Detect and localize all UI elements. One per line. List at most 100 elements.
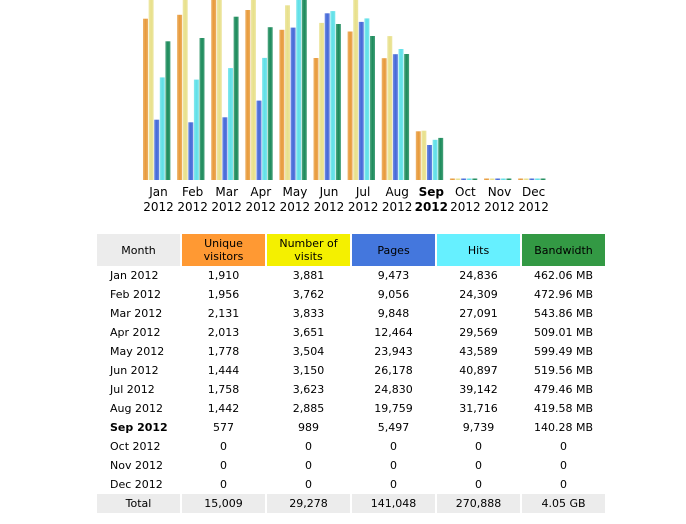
bar-nov-series-1 bbox=[489, 178, 495, 180]
table-row: Mar 2012 2,131 3,833 9,848 27,091 543.86 MB bbox=[97, 304, 605, 323]
table-row: Apr 2012 2,013 3,651 12,464 29,569 509.01 MB bbox=[97, 323, 605, 342]
unique-visitors-cell: 1,442 bbox=[207, 402, 240, 415]
hits-cell: 9,739 bbox=[462, 421, 495, 434]
month-label: Aug 2012 bbox=[375, 185, 419, 215]
table-row: Jul 2012 1,758 3,623 24,830 39,142 479.46 MB bbox=[97, 380, 605, 399]
bandwidth-cell: 462.06 MB bbox=[533, 269, 594, 282]
pages-cell: 9,848 bbox=[377, 307, 410, 320]
bar-oct-series-4 bbox=[472, 178, 478, 180]
bandwidth-cell: 519.56 MB bbox=[533, 364, 594, 377]
bar-may-series-0 bbox=[279, 29, 285, 180]
header-pages: Pages bbox=[352, 234, 435, 266]
month-label: Jul 2012 bbox=[341, 185, 385, 215]
bar-may-series-2 bbox=[290, 27, 296, 180]
bar-sep-series-3 bbox=[432, 139, 438, 180]
month-label-name: Jun bbox=[319, 185, 339, 199]
bar-oct-series-2 bbox=[461, 178, 467, 180]
pages-cell: 24,830 bbox=[374, 383, 413, 396]
total-bandwidth: 4.05 GB bbox=[522, 494, 605, 513]
bar-may-series-1 bbox=[285, 5, 290, 180]
month-label-name: Aug bbox=[385, 185, 409, 199]
bar-jul-series-1 bbox=[353, 0, 359, 180]
pages-cell: 26,178 bbox=[374, 364, 413, 377]
hits-cell: 0 bbox=[475, 440, 482, 453]
month-cell: Aug 2012 bbox=[110, 402, 163, 415]
month-label-year: 2012 bbox=[245, 200, 277, 214]
month-cell: Sep 2012 bbox=[110, 421, 168, 434]
table-header-row: Month Unique visitors Number of visits P… bbox=[97, 234, 605, 266]
bar-oct-series-0 bbox=[449, 178, 455, 180]
bar-feb-series-0 bbox=[177, 14, 183, 180]
bar-apr-series-2 bbox=[256, 100, 262, 180]
header-bandwidth: Bandwidth bbox=[522, 234, 605, 266]
bar-dec-series-4 bbox=[540, 178, 546, 180]
month-label-year: 2012 bbox=[414, 200, 448, 214]
total-hits: 270,888 bbox=[437, 494, 520, 513]
month-label-name: Dec bbox=[521, 185, 546, 199]
month-label-year: 2012 bbox=[450, 200, 481, 214]
bar-sep-series-0 bbox=[415, 131, 421, 180]
bar-jan-series-1 bbox=[148, 0, 154, 180]
number-of-visits-cell: 3,150 bbox=[292, 364, 325, 377]
bar-feb-series-3 bbox=[193, 79, 199, 180]
bar-nov-series-2 bbox=[495, 178, 501, 180]
bar-apr-series-4 bbox=[267, 27, 273, 181]
month-cell: Nov 2012 bbox=[110, 459, 163, 472]
month-label: Apr 2012 bbox=[239, 185, 283, 215]
bar-nov-series-0 bbox=[484, 178, 489, 180]
monthly-history-chart bbox=[143, 0, 546, 181]
number-of-visits-cell: 3,762 bbox=[292, 288, 325, 301]
pages-cell: 23,943 bbox=[374, 345, 413, 358]
month-label-year: 2012 bbox=[211, 200, 242, 214]
hits-cell: 43,589 bbox=[459, 345, 498, 358]
month-label-name: Apr bbox=[250, 185, 272, 199]
bar-aug-series-0 bbox=[381, 58, 387, 181]
month-label: Feb 2012 bbox=[171, 185, 215, 215]
month-cell: Oct 2012 bbox=[110, 440, 161, 453]
pages-cell: 9,473 bbox=[377, 269, 410, 282]
month-cell: Apr 2012 bbox=[110, 326, 161, 339]
hits-cell: 24,836 bbox=[459, 269, 498, 282]
unique-visitors-cell: 0 bbox=[220, 440, 227, 453]
month-label-name: Jul bbox=[355, 185, 371, 199]
hits-cell: 24,309 bbox=[459, 288, 498, 301]
table-row: Sep 2012 577 989 5,497 9,739 140.28 MB bbox=[97, 418, 605, 437]
bar-feb-series-1 bbox=[182, 0, 188, 180]
table-row: Jun 2012 1,444 3,150 26,178 40,897 519.56 MB bbox=[97, 361, 605, 380]
pages-cell: 19,759 bbox=[374, 402, 413, 415]
month-label-name: Sep bbox=[418, 185, 444, 199]
number-of-visits-cell: 0 bbox=[305, 478, 312, 491]
bar-jan-series-0 bbox=[143, 18, 148, 181]
bandwidth-cell: 0 bbox=[560, 440, 567, 453]
bandwidth-cell: 599.49 MB bbox=[533, 345, 594, 358]
hits-cell: 0 bbox=[475, 459, 482, 472]
table-row: Oct 2012 0 0 0 0 0 bbox=[97, 437, 605, 456]
month-cell: Dec 2012 bbox=[110, 478, 163, 491]
bar-dec-series-2 bbox=[529, 178, 535, 180]
hits-cell: 27,091 bbox=[459, 307, 498, 320]
bandwidth-cell: 0 bbox=[560, 459, 567, 472]
month-cell: Jan 2012 bbox=[110, 269, 159, 282]
unique-visitors-cell: 1,444 bbox=[207, 364, 240, 377]
table-row: Aug 2012 1,442 2,885 19,759 31,716 419.58 MB bbox=[97, 399, 605, 418]
bandwidth-cell: 472.96 MB bbox=[533, 288, 594, 301]
unique-visitors-cell: 0 bbox=[220, 478, 227, 491]
pages-cell: 0 bbox=[390, 440, 397, 453]
month-label-year: 2012 bbox=[313, 200, 345, 214]
bar-mar-series-2 bbox=[222, 117, 228, 180]
bar-feb-series-2 bbox=[188, 122, 194, 180]
table-row: Dec 2012 0 0 0 0 0 bbox=[97, 475, 605, 494]
header-hits: Hits bbox=[437, 234, 520, 266]
bar-sep-series-1 bbox=[421, 130, 427, 180]
hits-cell: 40,897 bbox=[459, 364, 498, 377]
month-label: Oct 2012 bbox=[443, 185, 487, 215]
hits-cell: 31,716 bbox=[459, 402, 498, 415]
month-label-year: 2012 bbox=[484, 200, 515, 214]
month-label-name: May bbox=[282, 185, 308, 199]
month-label: Mar 2012 bbox=[205, 185, 249, 215]
pages-cell: 0 bbox=[390, 459, 397, 472]
month-cell: Jun 2012 bbox=[110, 364, 159, 377]
bar-feb-series-4 bbox=[199, 38, 205, 180]
bar-apr-series-1 bbox=[250, 0, 256, 180]
month-label-name: Mar bbox=[215, 185, 238, 199]
